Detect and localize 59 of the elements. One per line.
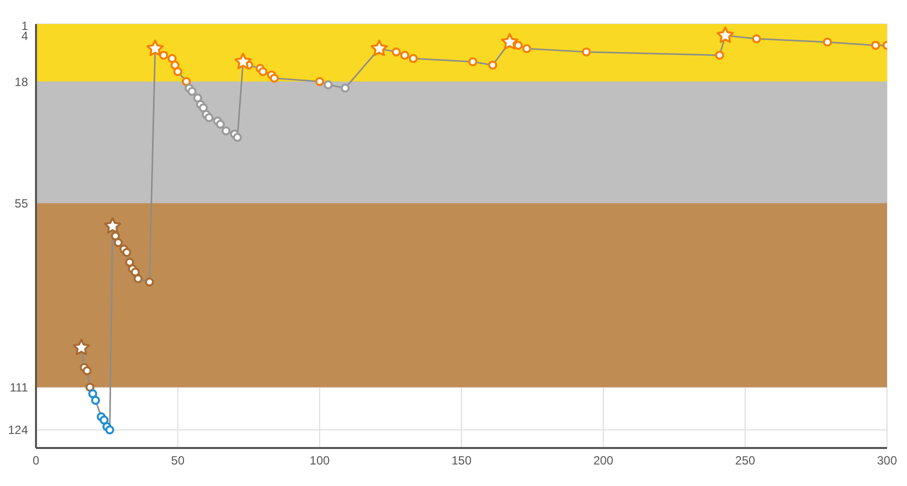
point <box>170 60 180 70</box>
point <box>582 47 591 56</box>
point <box>104 217 122 234</box>
point <box>392 47 401 56</box>
point <box>85 382 94 392</box>
x-tick-label: 0 <box>32 454 40 468</box>
point <box>222 126 231 136</box>
point <box>193 93 202 102</box>
point <box>234 52 252 70</box>
y-tick-label: 124 <box>8 423 28 438</box>
point <box>468 57 478 66</box>
point <box>134 274 143 284</box>
y-tick-label: 18 <box>14 74 28 89</box>
point <box>173 67 182 76</box>
point <box>100 416 109 425</box>
point <box>514 40 523 50</box>
point <box>822 38 832 47</box>
point <box>501 33 518 50</box>
point <box>91 396 100 405</box>
point <box>88 389 98 398</box>
point <box>125 258 134 267</box>
point <box>716 26 734 43</box>
point <box>114 238 123 248</box>
point <box>204 113 214 122</box>
point <box>408 54 418 64</box>
point <box>752 34 762 44</box>
point <box>182 77 191 86</box>
point <box>82 366 92 376</box>
point <box>168 54 177 64</box>
x-tick-label: 100 <box>310 454 330 468</box>
point <box>715 50 724 60</box>
x-tick-label: 150 <box>451 454 472 468</box>
point <box>144 278 154 287</box>
point <box>400 50 410 60</box>
point <box>522 44 532 54</box>
x-tick-label: 300 <box>876 454 898 468</box>
point <box>188 86 197 96</box>
point <box>72 338 90 356</box>
point <box>340 84 350 93</box>
x-tick-label: 250 <box>735 454 756 468</box>
y-tick-label: 55 <box>14 196 28 210</box>
point <box>871 40 880 50</box>
x-tick-label: 50 <box>171 454 185 468</box>
point <box>370 40 388 56</box>
point <box>159 50 168 60</box>
point <box>324 80 333 90</box>
point <box>270 74 279 83</box>
point <box>258 67 268 76</box>
point <box>122 248 132 257</box>
point <box>198 103 208 112</box>
point <box>216 120 225 129</box>
point <box>105 425 114 434</box>
point <box>232 132 242 142</box>
point <box>315 77 324 86</box>
point <box>488 60 498 70</box>
point <box>146 40 164 56</box>
x-tick-label: 200 <box>593 454 614 468</box>
point <box>130 268 140 277</box>
y-tick-label: 111 <box>10 380 28 394</box>
